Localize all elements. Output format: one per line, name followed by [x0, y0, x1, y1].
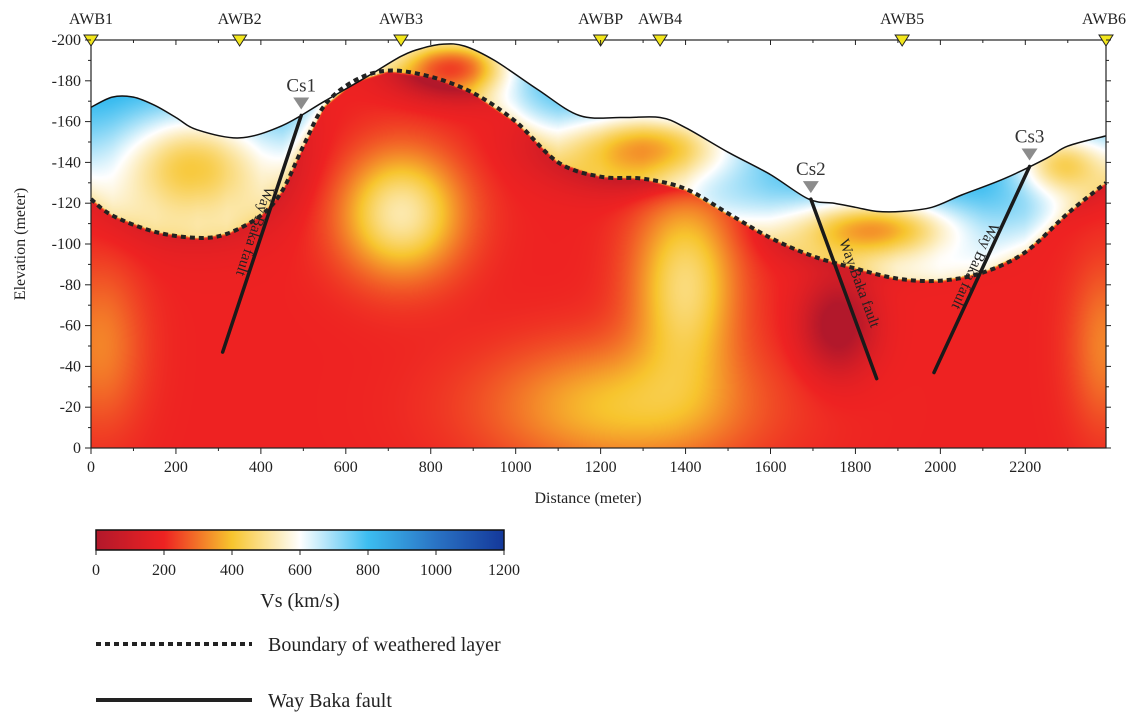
x-tick-label: 1800	[839, 459, 871, 476]
colorbar-tick-label: 600	[288, 562, 312, 579]
colorbar-ticks: 0 200 400 600 800 1000 1200	[92, 550, 520, 579]
x-tick-label: 2200	[1009, 459, 1041, 476]
y-tick-label: -60	[60, 318, 81, 335]
x-tick-label: 1400	[670, 459, 702, 476]
y-tick-label: -80	[60, 277, 81, 294]
x-tick-label: 2000	[924, 459, 956, 476]
x-tick-label: 1600	[754, 459, 786, 476]
cross-section-label: Cs2	[796, 159, 826, 180]
y-tick-label: -20	[60, 399, 81, 416]
fault-line-2	[809, 197, 879, 381]
station-marker	[393, 34, 409, 47]
legend: Boundary of weathered layer Way Baka fau…	[96, 634, 501, 712]
colorbar-tick-label: 800	[356, 562, 380, 579]
x-tick-label: 600	[334, 459, 358, 476]
x-axis-title: Distance (meter)	[534, 490, 641, 507]
colorbar-gradient	[95, 529, 505, 551]
station-label: AWB3	[379, 11, 423, 28]
x-tick-label: 400	[249, 459, 273, 476]
station-marker	[894, 34, 911, 47]
station-markers: AWB1 AWB2 AWB3 AWBP AWB4 AWB5 AWB6	[69, 11, 1126, 47]
station-label: AWB5	[880, 11, 924, 28]
x-tick-label: 800	[419, 459, 443, 476]
station-label: AWB6	[1082, 11, 1126, 28]
fault-line-1	[220, 113, 303, 354]
y-tick-label: 0	[73, 440, 81, 457]
y-tick-label: -160	[52, 114, 81, 131]
colorbar-tick-label: 0	[92, 562, 100, 579]
cross-section-label: Cs3	[1015, 126, 1045, 147]
y-tick-label: -100	[52, 236, 81, 253]
x-tick-label: 200	[164, 459, 188, 476]
station-marker	[652, 34, 668, 47]
topographic-surface-line	[90, 43, 1107, 213]
y-axis-title: Elevation (meter)	[12, 188, 29, 300]
cross-section-marker	[293, 97, 310, 110]
x-tick-label: 0	[87, 459, 95, 476]
legend-boundary-label: Boundary of weathered layer	[268, 634, 501, 656]
x-tick-label: 1000	[500, 459, 532, 476]
weathered-layer-boundary	[89, 68, 1108, 284]
colorbar-tick-label: 400	[220, 562, 244, 579]
station-label: AWB1	[69, 11, 113, 28]
y-tick-label: -180	[52, 73, 81, 90]
cross-section-marker	[1021, 148, 1038, 161]
colorbar-tick-label: 200	[152, 562, 176, 579]
fault-line-3	[932, 164, 1032, 375]
y-tick-label: -40	[60, 358, 81, 375]
x-tick-label: 1200	[585, 459, 617, 476]
y-tick-label: -140	[52, 154, 81, 171]
colorbar-title: Vs (km/s)	[260, 590, 339, 612]
station-label: AWB2	[218, 11, 262, 28]
station-marker	[231, 34, 248, 47]
y-tick-label: -120	[52, 195, 81, 212]
cross-section-markers: Cs1 Cs2 Cs3	[286, 75, 1045, 194]
station-label: AWBP	[578, 11, 623, 28]
y-axis: 0 -20 -40 -60 -80 -100 -120 -140 -160 -180 -200	[52, 32, 1111, 457]
colorbar-tick-label: 1200	[488, 562, 520, 579]
cross-section-marker	[802, 181, 819, 194]
colorbar-tick-label: 1000	[420, 562, 452, 579]
colorbar: 0 200 400 600 800 1000 1200 Vs (km/s)	[92, 529, 520, 612]
station-label: AWB4	[638, 11, 682, 28]
y-tick-label: -200	[52, 32, 81, 49]
cross-section-label: Cs1	[286, 75, 316, 96]
x-axis: 0 200 400 600 800 1000 1200 1400 1600 1800 2000 220…	[87, 40, 1069, 476]
legend-fault-label: Way Baka fault	[268, 690, 392, 712]
